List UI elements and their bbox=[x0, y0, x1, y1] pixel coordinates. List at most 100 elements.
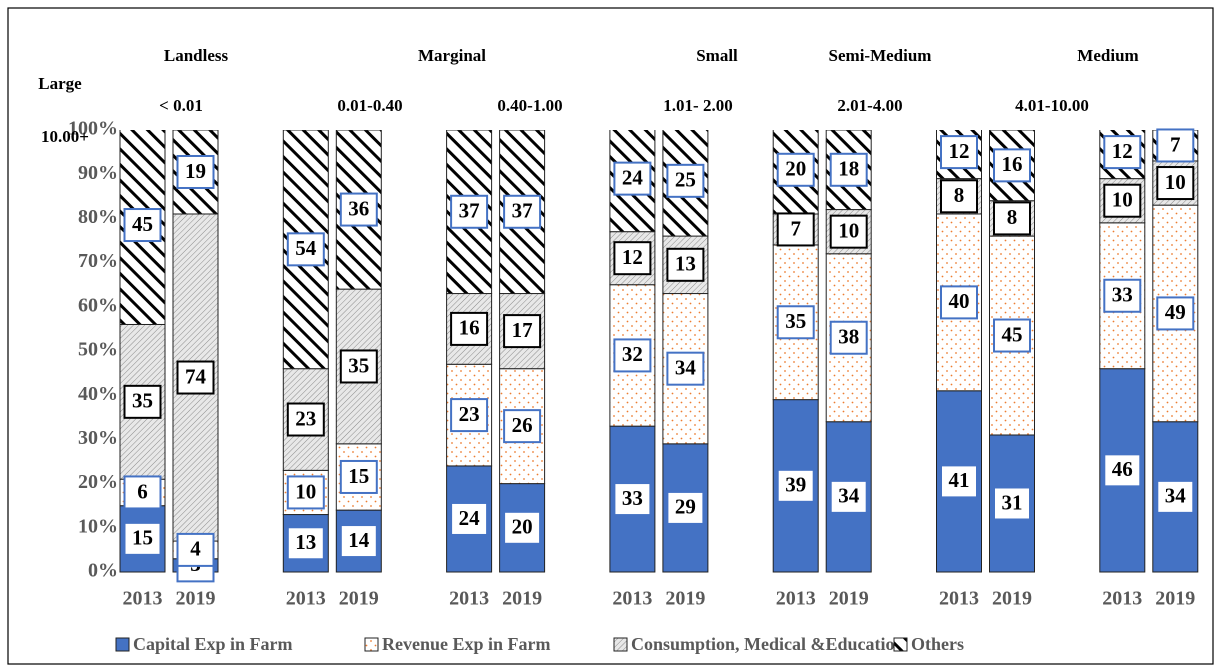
x-tick-label: 2013 bbox=[123, 588, 163, 610]
y-tick-label: 80% bbox=[78, 206, 118, 228]
x-tick-label: 2019 bbox=[1155, 588, 1195, 610]
data-label: 54 bbox=[295, 236, 317, 260]
data-label-box bbox=[286, 232, 325, 267]
data-label: 17 bbox=[512, 318, 533, 342]
data-label-box bbox=[829, 152, 868, 187]
data-label: 7 bbox=[790, 216, 801, 240]
data-label-box bbox=[666, 490, 705, 525]
data-label: 12 bbox=[949, 139, 970, 163]
data-label-box bbox=[940, 179, 978, 214]
data-label-box bbox=[339, 459, 378, 494]
legend-swatch bbox=[364, 637, 379, 652]
data-label: 34 bbox=[675, 355, 697, 379]
data-label-box bbox=[829, 214, 868, 249]
data-label-box bbox=[286, 526, 325, 561]
data-label: 7 bbox=[1170, 132, 1181, 156]
data-label-box bbox=[286, 402, 325, 437]
x-tick-label: 2013 bbox=[612, 588, 652, 610]
legend-label: Consumption, Medical &Education bbox=[631, 634, 905, 654]
data-label: 31 bbox=[1002, 490, 1023, 514]
data-label: 36 bbox=[348, 196, 369, 220]
legend-swatch bbox=[613, 637, 628, 652]
data-label: 35 bbox=[785, 309, 806, 333]
data-label: 38 bbox=[838, 325, 859, 349]
data-label-box bbox=[993, 148, 1031, 183]
data-label: 10 bbox=[838, 218, 859, 242]
data-label-box bbox=[993, 201, 1031, 236]
data-label: 13 bbox=[295, 530, 316, 554]
data-label-box bbox=[613, 482, 652, 517]
data-label-box bbox=[666, 163, 705, 198]
data-label: 15 bbox=[348, 464, 369, 488]
legend-swatch bbox=[115, 637, 130, 652]
data-label: 13 bbox=[675, 252, 696, 276]
data-label: 39 bbox=[785, 473, 806, 497]
group-heading: Semi-Medium bbox=[829, 46, 932, 65]
data-label-box bbox=[993, 486, 1031, 521]
y-tick-label: 20% bbox=[78, 471, 118, 493]
data-label: 4 bbox=[190, 537, 201, 561]
x-tick-label: 2013 bbox=[776, 588, 816, 610]
data-label-box bbox=[613, 338, 652, 373]
y-tick-label: 0% bbox=[88, 560, 118, 582]
data-label: 32 bbox=[622, 342, 643, 366]
data-label-box bbox=[613, 241, 652, 276]
data-label: 14 bbox=[348, 528, 370, 552]
data-label-box bbox=[176, 532, 215, 567]
data-label: 33 bbox=[1112, 283, 1133, 307]
data-label-box bbox=[503, 510, 542, 545]
x-tick-label: 2013 bbox=[449, 588, 489, 610]
data-label-box bbox=[1156, 166, 1195, 201]
x-tick-label: 2019 bbox=[502, 588, 542, 610]
data-label: 49 bbox=[1165, 300, 1186, 324]
data-label-box bbox=[123, 384, 162, 419]
data-label-box bbox=[450, 398, 489, 433]
size-category: 0.01-0.40 bbox=[337, 96, 402, 115]
size-category: 10.00+ bbox=[41, 127, 89, 146]
data-label: 34 bbox=[1165, 484, 1187, 508]
data-label-box bbox=[176, 154, 215, 189]
group-heading: Small bbox=[696, 46, 738, 65]
data-label: 40 bbox=[949, 289, 970, 313]
data-label: 16 bbox=[459, 316, 480, 340]
data-label: 18 bbox=[838, 157, 859, 181]
data-label: 37 bbox=[512, 199, 533, 223]
y-tick-label: 60% bbox=[78, 294, 118, 316]
data-label-box bbox=[776, 468, 815, 503]
data-label: 19 bbox=[185, 159, 206, 183]
data-label: 35 bbox=[348, 353, 369, 377]
x-tick-label: 2019 bbox=[829, 588, 869, 610]
x-tick-label: 2013 bbox=[286, 588, 326, 610]
data-label-box bbox=[286, 475, 325, 510]
data-label: 8 bbox=[1007, 205, 1018, 229]
legend-label: Capital Exp in Farm bbox=[133, 634, 293, 654]
data-label-box bbox=[450, 501, 489, 536]
data-label-box bbox=[503, 409, 542, 444]
x-tick-label: 2013 bbox=[1102, 588, 1142, 610]
data-label: 45 bbox=[132, 212, 153, 236]
data-label-box bbox=[940, 464, 978, 499]
data-label-box bbox=[829, 320, 868, 355]
data-label: 10 bbox=[295, 479, 316, 503]
data-label: 20 bbox=[785, 157, 806, 181]
y-tick-label: 30% bbox=[78, 427, 118, 449]
data-label-box bbox=[940, 135, 978, 170]
group-heading: Medium bbox=[1077, 46, 1138, 65]
data-label-box bbox=[176, 360, 215, 395]
size-category: 2.01-4.00 bbox=[837, 96, 902, 115]
data-label-box bbox=[613, 161, 652, 196]
y-tick-label: 50% bbox=[78, 339, 118, 361]
data-label-box bbox=[450, 311, 489, 346]
group-heading: Marginal bbox=[418, 46, 486, 65]
data-label: 10 bbox=[1112, 188, 1133, 212]
data-label: 6 bbox=[137, 479, 148, 503]
data-label-box bbox=[1156, 296, 1195, 331]
data-label-box bbox=[1103, 453, 1142, 488]
size-category: 4.01-10.00 bbox=[1015, 96, 1089, 115]
data-label: 33 bbox=[622, 486, 643, 510]
legend-swatch bbox=[893, 637, 908, 652]
data-label-box bbox=[339, 349, 378, 384]
y-tick-label: 100% bbox=[68, 118, 118, 140]
data-label: 74 bbox=[185, 364, 207, 388]
